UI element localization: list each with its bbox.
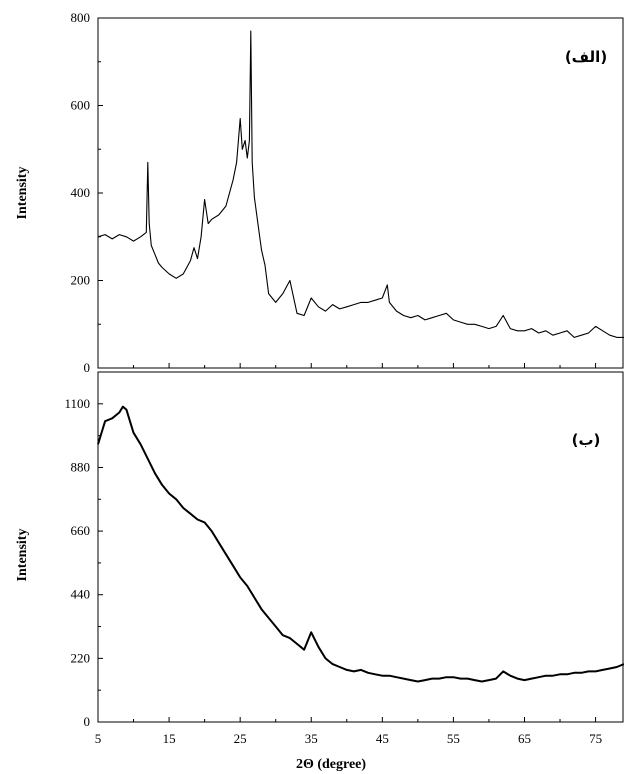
y-tick-label: 600 — [71, 98, 91, 113]
x-tick-label: 35 — [305, 731, 318, 746]
y-tick-label: 1100 — [64, 396, 90, 411]
panel-b: 0 220 440 660 880 1100 5 15 25 35 45 55 65 75 Intensit… — [15, 371, 624, 772]
y-tick-label: 800 — [71, 10, 91, 25]
x-tick-label: 65 — [518, 731, 531, 746]
y-tick-label: 440 — [71, 587, 91, 602]
panel-label: (ب) — [572, 431, 601, 449]
x-tick-label: 25 — [234, 731, 247, 746]
series-line — [97, 30, 624, 338]
plot-frame — [97, 371, 624, 723]
x-tick-label: 15 — [163, 731, 176, 746]
panel-label: (الف) — [565, 48, 607, 66]
y-axis-title: Intensity — [15, 529, 30, 582]
y-tick-label: 0 — [84, 714, 91, 729]
x-tick-label: 55 — [447, 731, 460, 746]
panel-a: 0 200 400 600 800 Intensity (الف) — [15, 10, 624, 375]
plot-frame — [97, 17, 624, 369]
y-tick-label: 200 — [71, 273, 91, 288]
series-line — [97, 405, 624, 683]
y-tick-label: 880 — [71, 459, 91, 474]
y-tick-label: 220 — [71, 650, 91, 665]
y-tick-label: 400 — [71, 185, 91, 200]
x-tick-label: 5 — [95, 731, 102, 746]
x-tick-label: 75 — [589, 731, 602, 746]
y-axis-title: Intensity — [15, 167, 30, 220]
y-tick-label: 660 — [71, 523, 91, 538]
y-tick-label: 0 — [84, 360, 91, 375]
x-axis-title: 2Θ (degree) — [296, 757, 366, 772]
x-tick-label: 45 — [376, 731, 389, 746]
